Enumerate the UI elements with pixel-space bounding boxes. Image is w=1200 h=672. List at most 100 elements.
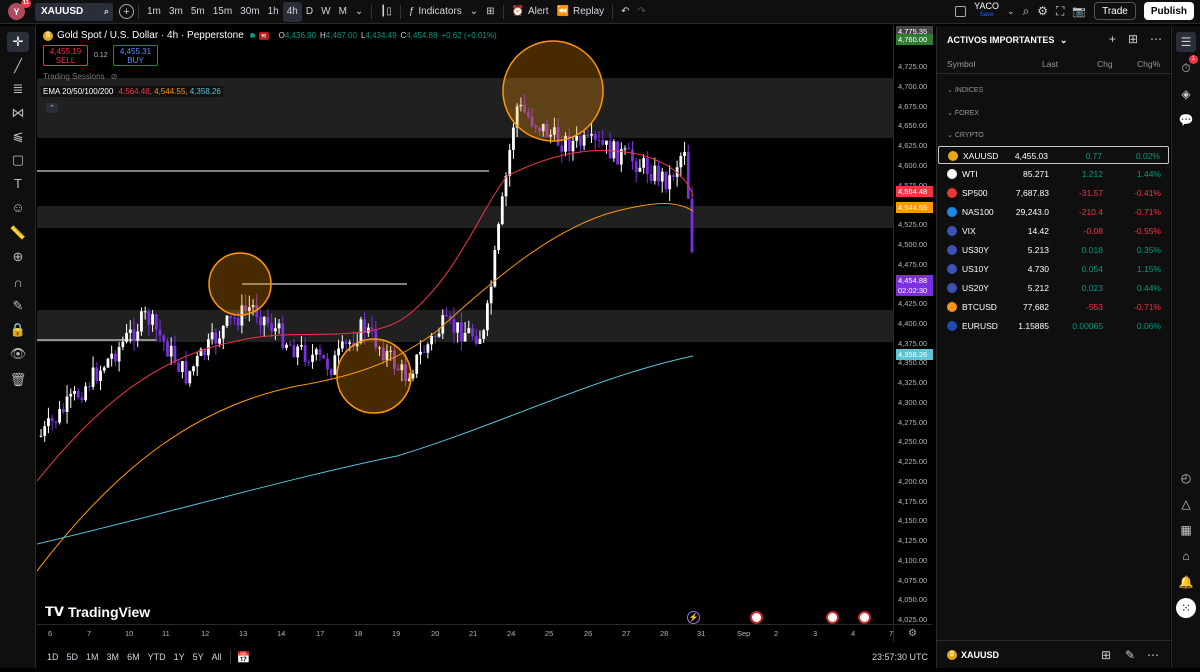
axis-settings-gear-icon[interactable]: ⚙ [908,628,917,639]
price-chart[interactable]: $ Gold Spot / U.S. Dollar · 4h · Peppers… [37,26,932,642]
more-options-icon[interactable]: ⋯ [1147,648,1159,662]
range-1y[interactable]: 1Y [173,652,185,662]
compare-plus-icon[interactable]: + [119,4,134,19]
us-event-flag-icon[interactable] [750,611,763,624]
more-options-icon[interactable]: ⋯ [1150,32,1162,46]
watchlist-row[interactable]: US30Y 5.213 0.018 0.35% [938,241,1169,259]
group-crypto[interactable]: ⌄ CRYPTO [947,131,984,139]
range-3m[interactable]: 3M [106,652,120,662]
ideas-icon[interactable]: ⌂ [1182,549,1190,563]
chat-icon[interactable]: 💬 [1178,113,1194,127]
calendar-icon[interactable]: ▦ [1180,523,1192,537]
layouts-grid-icon[interactable]: ⊞ [486,6,495,17]
emoji-icon[interactable]: ☺ [11,199,25,215]
col-last[interactable]: Last [1042,59,1059,69]
interval-W[interactable]: W [321,6,331,17]
layout-dropdown-icon[interactable]: ⌄ [1006,5,1015,16]
trash-icon[interactable]: 🗑 [9,371,27,387]
watchlist-row[interactable]: WTI 85.271 1.212 1.44% [938,165,1169,183]
shapes-icon[interactable]: ▢ [11,151,25,167]
range-1d[interactable]: 1D [47,652,59,662]
replay-button[interactable]: ⏪ Replay [553,2,609,22]
watchlist-row[interactable]: NAS100 29,243.0 -210.4 -0.71% [938,203,1169,221]
range-ytd[interactable]: YTD [147,652,166,662]
us-event-flag-icon[interactable] [858,611,871,624]
pine-editor-icon[interactable]: △ [1181,497,1191,511]
eye-icon[interactable]: 👁 [9,345,27,361]
col-chg[interactable]: Chg [1097,59,1113,69]
group-indices[interactable]: ⌄ INDICES [947,86,983,94]
apps-grid-icon[interactable]: ⁙ [1176,598,1196,618]
watchlist-row[interactable]: US20Y 5.212 0.023 0.44% [938,279,1169,297]
interval-15m[interactable]: 15m [212,6,233,17]
pattern-icon[interactable]: ⋈ [11,104,25,120]
col-chgp[interactable]: Chg% [1137,59,1161,69]
quick-search-icon[interactable]: ⌕ [1022,3,1030,18]
text-icon[interactable]: T [14,176,22,192]
interval-30m[interactable]: 30m [240,6,260,17]
sell-button[interactable]: 4,455.19 SELL [43,45,88,66]
alerts-clock-icon[interactable]: ⏱ 1 [1176,55,1198,78]
redo-icon[interactable]: ↷ [637,6,646,17]
ruler-icon[interactable]: 📏 [9,225,27,241]
camera-icon[interactable]: 📷 [1072,5,1087,18]
add-symbol-icon[interactable]: + [1108,32,1116,46]
details-symbol[interactable]: XAUUSD [961,649,1000,660]
undo-icon[interactable]: ↶ [621,6,630,17]
stay-in-drawing-icon[interactable]: ✎ [12,298,24,314]
alert-button[interactable]: ⏰ Alert [508,2,553,22]
range-all[interactable]: All [211,652,222,662]
settings-gear-icon[interactable]: ⚙ [1037,4,1048,18]
range-5y[interactable]: 5Y [192,652,204,662]
candle-type-icon[interactable]: ┃▯ [380,6,392,17]
layers-icon[interactable]: ◈ [1181,87,1191,101]
range-6m[interactable]: 6M [127,652,140,662]
interval-dropdown-icon[interactable]: ⌄ [354,6,364,17]
fib-retracement-icon[interactable]: ≣ [12,81,24,97]
interval-5m[interactable]: 5m [190,6,205,17]
watchlist-title[interactable]: ACTIVOS IMPORTANTES ⌄ [947,35,1067,46]
interval-1m[interactable]: 1m [147,6,161,17]
candlestick-chart[interactable] [37,26,893,624]
buy-button[interactable]: 4,455.31 BUY [113,45,158,66]
group-forex[interactable]: ⌄ FOREX [947,109,979,117]
user-avatar[interactable]: Y 11 [8,0,31,20]
trend-line-icon[interactable]: ╱ [14,57,22,73]
magnet-icon[interactable]: ∩ [13,275,23,291]
trading-sessions-legend[interactable]: Trading Sessions ⊘ [43,72,117,81]
watchlist-row[interactable]: XAUUSD 4,455.03 0.77 0.02% [938,146,1169,164]
interval-4h[interactable]: 4h [282,1,302,22]
time-axis[interactable]: ⚙ 6 7 10 11 12 13 14 17 18 19 20 21 24 25 26 27 28 31 Sep 2… [37,624,932,642]
speedometer-icon[interactable]: ◴ [1180,471,1192,485]
lock-icon[interactable]: 🔒 [9,321,27,337]
interval-3m[interactable]: 3m [168,6,183,17]
collapse-legend-icon[interactable]: ⌃ [46,103,58,113]
notifications-bell-icon[interactable]: 🔔 [1178,575,1194,589]
go-to-date-icon[interactable]: 📅 [236,651,251,664]
us-event-flag-icon[interactable] [826,611,839,624]
interval-D[interactable]: D [305,6,314,17]
col-symbol[interactable]: Symbol [947,59,976,69]
range-1m[interactable]: 1M [86,652,99,662]
crosshair-icon[interactable]: ✛ [7,32,29,52]
price-axis[interactable]: 4,775.354,760.00 4,725.00 4,700.00 4,675.00… [893,26,933,642]
watchlist-row[interactable]: EURUSD 1.15885 0.00065 0.06% [938,317,1169,335]
watchlist-row[interactable]: US10Y 4.730 0.054 1.15% [938,260,1169,278]
watchlist-row[interactable]: SP500 7,687.83 -31.57 -0.41% [938,184,1169,202]
ema-legend[interactable]: EMA 20/50/100/200 4,564.48, 4,544.55, 4,… [41,86,223,97]
advanced-view-icon[interactable]: ⊞ [1127,32,1138,46]
publish-button[interactable]: Publish [1143,2,1194,20]
symbol-search[interactable]: XAUUSD ⌕ [35,2,113,21]
layout-name[interactable]: YACO Save [974,2,999,20]
fullscreen-icon[interactable]: ⛶ [1056,3,1065,18]
trade-button[interactable]: Trade [1094,2,1136,20]
watchlist-row[interactable]: BTCUSD 77,682 -553 -0.71% [938,298,1169,316]
interval-M[interactable]: M [338,6,347,17]
notes-edit-icon[interactable]: ✎ [1124,648,1135,662]
fullscreen-checkbox-icon[interactable] [955,5,967,17]
range-5d[interactable]: 5D [66,652,79,662]
grid-layout-icon[interactable]: ⊞ [1100,648,1111,662]
lightning-event-icon[interactable]: ⚡ [687,611,700,624]
zoom-in-icon[interactable]: ⊕ [12,248,24,264]
watchlist-icon[interactable]: ☰ [1176,32,1196,52]
